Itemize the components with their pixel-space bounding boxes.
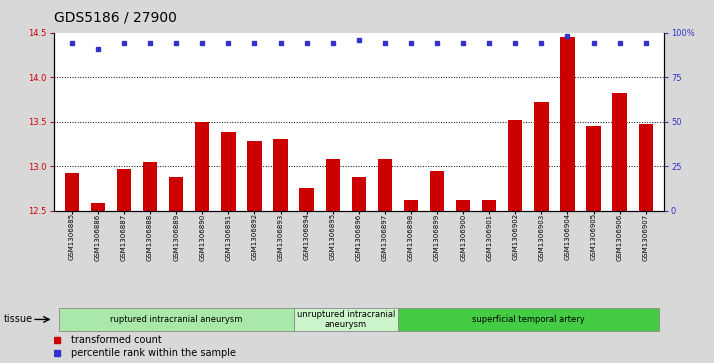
Bar xyxy=(508,120,523,211)
Text: percentile rank within the sample: percentile rank within the sample xyxy=(71,348,236,358)
Text: tissue: tissue xyxy=(4,314,33,325)
Text: ruptured intracranial aneurysm: ruptured intracranial aneurysm xyxy=(110,315,242,324)
Bar xyxy=(195,122,209,211)
Bar xyxy=(613,93,627,211)
Bar xyxy=(326,159,340,211)
Bar xyxy=(117,169,131,211)
Bar xyxy=(65,173,79,211)
Bar xyxy=(534,102,548,211)
Bar xyxy=(430,171,444,211)
Bar xyxy=(59,308,293,331)
Bar xyxy=(378,159,392,211)
Bar xyxy=(221,132,236,211)
Text: superficial temporal artery: superficial temporal artery xyxy=(472,315,585,324)
Bar xyxy=(482,200,496,211)
Bar xyxy=(398,308,659,331)
Bar xyxy=(293,308,398,331)
Text: transformed count: transformed count xyxy=(71,335,162,345)
Text: GDS5186 / 27900: GDS5186 / 27900 xyxy=(54,11,176,25)
Bar xyxy=(143,162,157,211)
Bar xyxy=(560,37,575,211)
Bar xyxy=(586,126,600,211)
Bar xyxy=(91,203,105,211)
Text: unruptured intracranial
aneurysm: unruptured intracranial aneurysm xyxy=(296,310,395,329)
Bar xyxy=(169,177,183,211)
Bar xyxy=(299,188,313,211)
Bar xyxy=(273,139,288,211)
Bar xyxy=(638,124,653,211)
Bar xyxy=(456,200,471,211)
Bar xyxy=(351,177,366,211)
Bar xyxy=(404,200,418,211)
Bar xyxy=(247,141,261,211)
